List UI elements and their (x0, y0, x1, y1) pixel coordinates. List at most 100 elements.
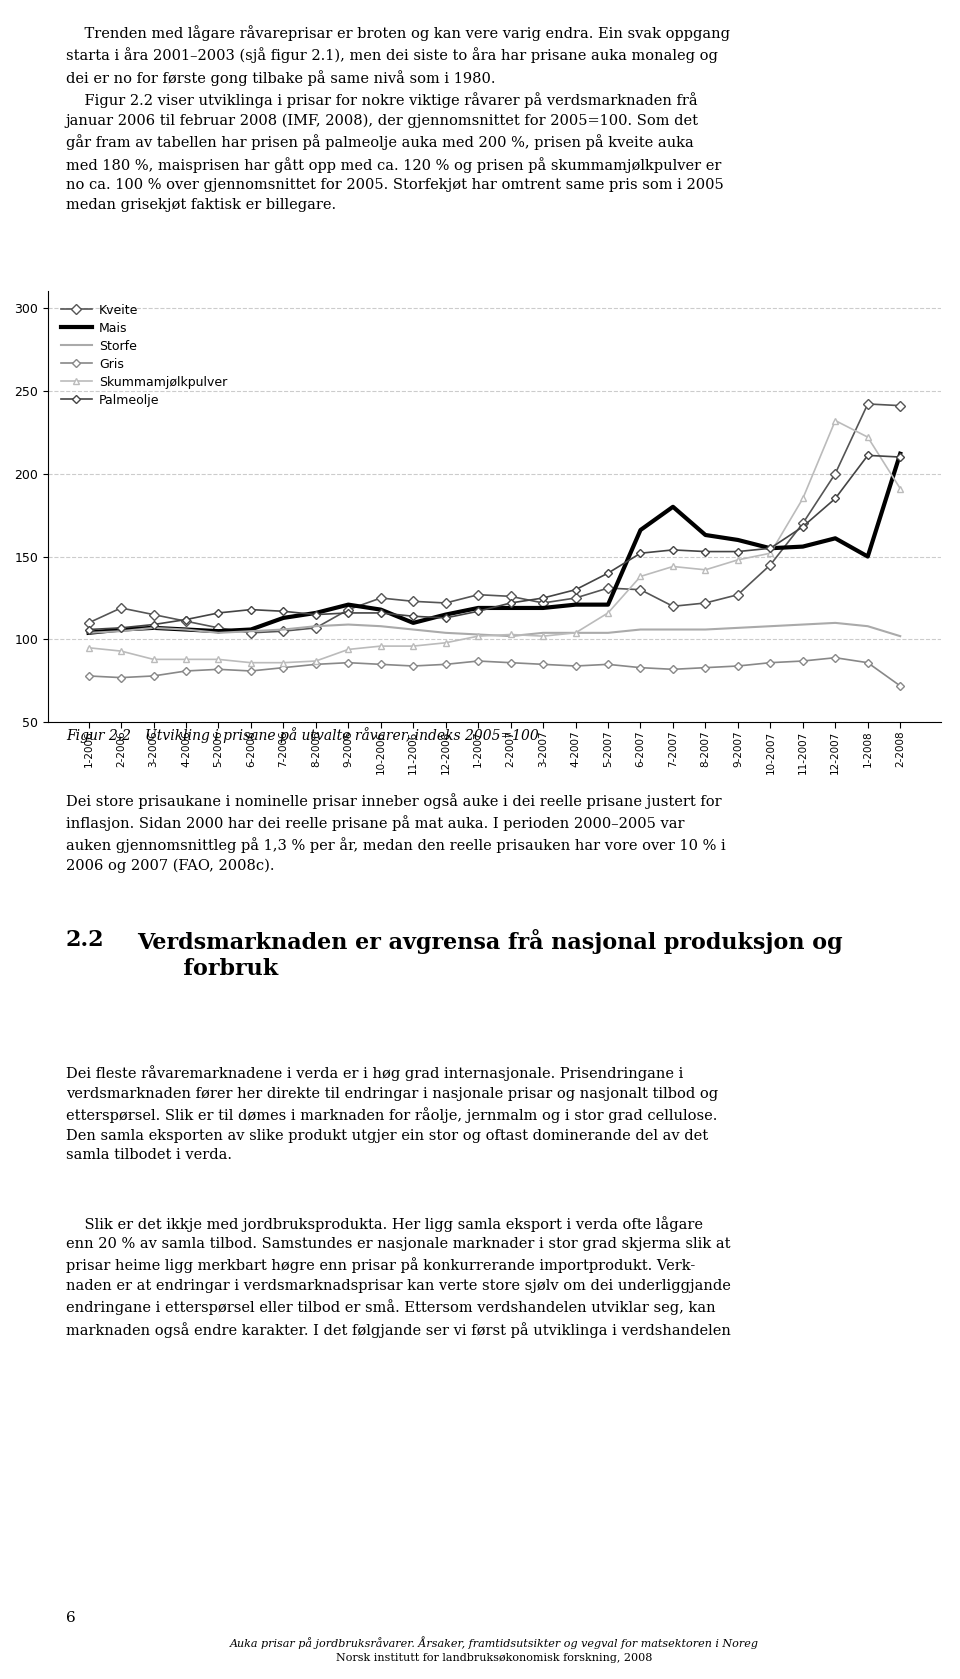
Text: Dei store prisaukane i nominelle prisar inneber også auke i dei reelle prisane j: Dei store prisaukane i nominelle prisar … (66, 792, 726, 873)
Kveite (895, 396, 906, 416)
Mais (667, 497, 679, 517)
Kveite (245, 623, 256, 643)
Line: Storfe: Storfe (88, 623, 900, 636)
Palmeolje (570, 579, 582, 599)
Mais (213, 621, 225, 641)
Kveite (764, 554, 776, 574)
Skummamjølkpulver (797, 489, 808, 509)
Skummamjølkpulver (667, 556, 679, 576)
Storfe (407, 620, 419, 640)
Text: Slik er det ikkje med jordbruksprodukta. Her ligg samla eksport i verda ofte låg: Slik er det ikkje med jordbruksprodukta.… (66, 1216, 731, 1338)
Storfe (667, 620, 679, 640)
Skummamjølkpulver (440, 633, 451, 653)
Storfe (180, 620, 192, 640)
Storfe (343, 615, 354, 635)
Gris (148, 667, 159, 687)
Text: Norsk institutt for landbruksøkonomisk forskning, 2008: Norsk institutt for landbruksøkonomisk f… (336, 1652, 653, 1662)
Palmeolje (148, 615, 159, 635)
Palmeolje (343, 603, 354, 623)
Mais (343, 594, 354, 615)
Gris (375, 655, 387, 675)
Gris (862, 653, 874, 673)
Storfe (764, 616, 776, 636)
Mais (180, 620, 192, 640)
Storfe (700, 620, 711, 640)
Palmeolje (375, 603, 387, 623)
Kveite (407, 591, 419, 611)
Palmeolje (764, 539, 776, 559)
Storfe (862, 616, 874, 636)
Storfe (538, 623, 549, 643)
Skummamjølkpulver (148, 650, 159, 670)
Skummamjølkpulver (505, 625, 516, 645)
Palmeolje (180, 609, 192, 630)
Gris (440, 655, 451, 675)
Gris (602, 655, 613, 675)
Palmeolje (602, 562, 613, 583)
Kveite (505, 586, 516, 606)
Gris (829, 648, 841, 668)
Palmeolje (407, 606, 419, 626)
Storfe (245, 621, 256, 641)
Storfe (797, 615, 808, 635)
Palmeolje (440, 608, 451, 628)
Mais (570, 594, 582, 615)
Gris (732, 656, 744, 677)
Storfe (635, 620, 646, 640)
Text: Verdsmarknaden er avgrensa frå nasjonal produksjon og
      forbruk: Verdsmarknaden er avgrensa frå nasjonal … (137, 928, 843, 979)
Palmeolje (862, 445, 874, 465)
Kveite (440, 593, 451, 613)
Skummamjølkpulver (343, 640, 354, 660)
Mais (635, 520, 646, 541)
Palmeolje (895, 447, 906, 467)
Palmeolje (115, 618, 127, 638)
Storfe (83, 623, 94, 643)
Palmeolje (635, 542, 646, 562)
Kveite (180, 611, 192, 631)
Mais (277, 608, 289, 628)
Palmeolje (829, 489, 841, 509)
Gris (407, 656, 419, 677)
Skummamjølkpulver (245, 653, 256, 673)
Kveite (829, 463, 841, 484)
Text: 2.2: 2.2 (66, 928, 105, 950)
Skummamjølkpulver (83, 638, 94, 658)
Mais (115, 620, 127, 640)
Gris (343, 653, 354, 673)
Mais (764, 539, 776, 559)
Storfe (213, 623, 225, 643)
Gris (764, 653, 776, 673)
Mais (732, 531, 744, 551)
Storfe (375, 616, 387, 636)
Gris (245, 662, 256, 682)
Mais (245, 620, 256, 640)
Skummamjølkpulver (895, 479, 906, 499)
Mais (148, 618, 159, 638)
Mais (797, 537, 808, 557)
Line: Palmeolje: Palmeolje (85, 453, 903, 633)
Kveite (83, 613, 94, 633)
Skummamjølkpulver (213, 650, 225, 670)
Mais (602, 594, 613, 615)
Gris (505, 653, 516, 673)
Mais (862, 546, 874, 566)
Storfe (829, 613, 841, 633)
Mais (83, 623, 94, 643)
Skummamjølkpulver (700, 559, 711, 579)
Kveite (732, 584, 744, 604)
Text: 6: 6 (66, 1610, 76, 1625)
Kveite (538, 593, 549, 613)
Gris (538, 655, 549, 675)
Skummamjølkpulver (635, 566, 646, 586)
Line: Kveite: Kveite (85, 401, 903, 636)
Gris (472, 651, 484, 672)
Skummamjølkpulver (115, 641, 127, 662)
Palmeolje (310, 604, 322, 625)
Storfe (277, 620, 289, 640)
Skummamjølkpulver (538, 626, 549, 646)
Kveite (570, 588, 582, 608)
Storfe (148, 618, 159, 638)
Kveite (667, 596, 679, 616)
Storfe (602, 623, 613, 643)
Storfe (115, 621, 127, 641)
